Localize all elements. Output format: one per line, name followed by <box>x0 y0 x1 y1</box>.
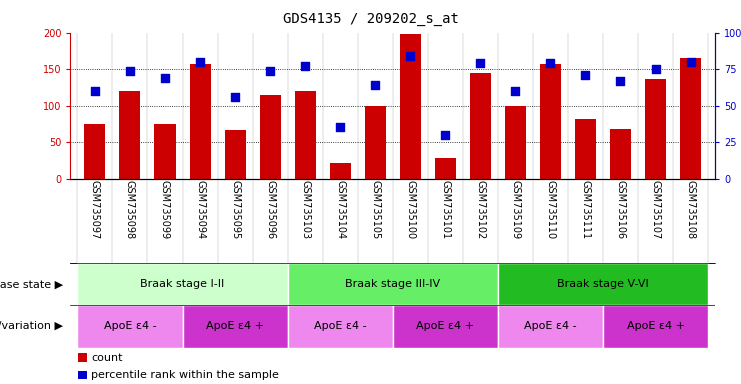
Text: Braak stage V-VI: Braak stage V-VI <box>557 279 649 289</box>
Text: ApoE ε4 -: ApoE ε4 - <box>314 321 367 331</box>
Text: GSM735096: GSM735096 <box>265 180 275 239</box>
Text: count: count <box>91 353 123 362</box>
Text: GSM735102: GSM735102 <box>475 180 485 240</box>
Bar <box>77 263 288 305</box>
Point <box>614 78 626 84</box>
Bar <box>603 305 708 348</box>
Point <box>509 88 521 94</box>
Text: GSM735107: GSM735107 <box>651 180 660 240</box>
Text: GSM735094: GSM735094 <box>195 180 205 239</box>
Point <box>265 68 276 74</box>
Bar <box>505 106 526 179</box>
Bar <box>295 91 316 179</box>
Bar <box>288 263 498 305</box>
Bar <box>330 162 350 179</box>
Text: GSM735099: GSM735099 <box>160 180 170 239</box>
Text: GSM735103: GSM735103 <box>300 180 310 239</box>
Point <box>334 124 346 131</box>
Bar <box>288 305 393 348</box>
Point <box>405 53 416 59</box>
Text: GSM735104: GSM735104 <box>335 180 345 239</box>
Point <box>685 59 697 65</box>
Text: GSM735109: GSM735109 <box>511 180 520 239</box>
Text: GSM735110: GSM735110 <box>545 180 556 239</box>
Text: Braak stage I-II: Braak stage I-II <box>140 279 225 289</box>
Text: ApoE ε4 -: ApoE ε4 - <box>104 321 156 331</box>
Point <box>579 72 591 78</box>
Text: GSM735100: GSM735100 <box>405 180 415 239</box>
Bar <box>470 73 491 179</box>
Bar <box>435 158 456 179</box>
Point <box>194 59 206 65</box>
Text: ApoE ε4 -: ApoE ε4 - <box>524 321 576 331</box>
Text: Braak stage III-IV: Braak stage III-IV <box>345 279 440 289</box>
Text: disease state ▶: disease state ▶ <box>0 279 63 289</box>
Bar <box>393 305 498 348</box>
Bar <box>498 305 603 348</box>
Bar <box>540 64 561 179</box>
Text: ApoE ε4 +: ApoE ε4 + <box>626 321 685 331</box>
Text: ApoE ε4 +: ApoE ε4 + <box>416 321 474 331</box>
Bar <box>259 95 281 179</box>
Point <box>545 60 556 66</box>
Text: GSM735111: GSM735111 <box>580 180 591 239</box>
Bar <box>498 263 708 305</box>
Text: GSM735098: GSM735098 <box>125 180 135 239</box>
Bar <box>182 305 288 348</box>
Bar <box>575 119 596 179</box>
Point <box>89 88 101 94</box>
Text: GSM735106: GSM735106 <box>616 180 625 239</box>
Point <box>439 132 451 138</box>
Bar <box>645 79 666 179</box>
Bar <box>225 131 245 179</box>
Text: GDS4135 / 209202_s_at: GDS4135 / 209202_s_at <box>282 12 459 25</box>
Text: ApoE ε4 +: ApoE ε4 + <box>206 321 264 331</box>
Point <box>124 68 136 74</box>
Point <box>650 66 662 72</box>
Bar <box>610 129 631 179</box>
Text: GSM735097: GSM735097 <box>90 180 100 240</box>
Point <box>229 94 241 100</box>
Text: GSM735101: GSM735101 <box>440 180 451 239</box>
Text: percentile rank within the sample: percentile rank within the sample <box>91 370 279 380</box>
Bar <box>119 91 141 179</box>
Bar <box>399 34 421 179</box>
Bar <box>190 64 210 179</box>
Bar <box>680 58 701 179</box>
Point <box>159 75 171 81</box>
Point <box>299 63 311 69</box>
Text: GSM735095: GSM735095 <box>230 180 240 240</box>
Bar <box>154 124 176 179</box>
Bar <box>84 124 105 179</box>
Text: genotype/variation ▶: genotype/variation ▶ <box>0 321 63 331</box>
Point <box>369 82 381 88</box>
Text: GSM735108: GSM735108 <box>685 180 696 239</box>
Bar <box>365 106 386 179</box>
Text: GSM735105: GSM735105 <box>370 180 380 240</box>
Bar <box>77 305 182 348</box>
Point <box>474 60 486 66</box>
